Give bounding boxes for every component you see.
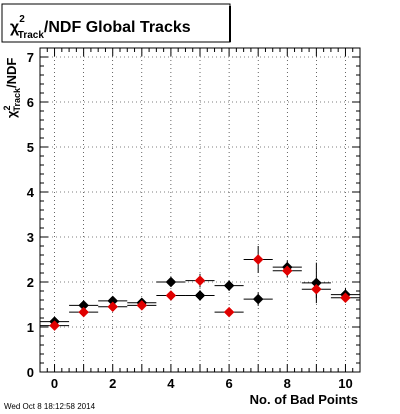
- data-point: [107, 301, 119, 313]
- timestamp: Wed Oct 8 18:12:58 2014: [4, 402, 96, 411]
- grid: [40, 48, 360, 373]
- data-point: [340, 292, 351, 304]
- x-tick-label: 4: [167, 376, 175, 391]
- chart-title: χ2 Track/NDF Global Tracks: [10, 14, 191, 41]
- y-tick-label: 3: [27, 230, 34, 245]
- data-point: [252, 293, 264, 305]
- y-tick-label: 4: [27, 185, 35, 200]
- title-box: [1, 3, 231, 43]
- y-tick-label: 2: [27, 275, 34, 290]
- y-tick-label: 7: [27, 50, 34, 65]
- data-point: [78, 306, 89, 318]
- x-tick-label: 2: [109, 376, 116, 391]
- y-axis-title: χ2Track/NDF: [2, 58, 22, 118]
- y-tick-label: 5: [27, 140, 34, 155]
- data-point: [252, 254, 264, 265]
- data-point: [136, 300, 148, 311]
- y-tick-label: 0: [27, 365, 34, 380]
- x-tick-label: 6: [225, 376, 232, 391]
- tick-labels: 0 2 4 6 8 10 0 1 2 3 4 5 6 7: [27, 50, 353, 391]
- data-point: [223, 306, 235, 318]
- data-point: [311, 283, 322, 295]
- svg-text:χ2Track/NDF: χ2Track/NDF: [2, 58, 22, 118]
- data-point: [49, 320, 60, 332]
- x-tick-label: 10: [338, 376, 352, 391]
- data-point: [281, 265, 293, 277]
- x-axis-title: No. of Bad Points: [250, 392, 358, 407]
- data-points: [40, 246, 360, 332]
- data-point: [165, 290, 177, 301]
- x-tick-label: 0: [51, 376, 58, 391]
- y-tick-label: 1: [27, 320, 34, 335]
- x-tick-label: 8: [284, 376, 291, 391]
- data-point: [194, 290, 206, 301]
- data-point: [223, 280, 235, 291]
- data-point: [165, 276, 177, 288]
- y-tick-label: 6: [27, 95, 34, 110]
- axis-ticks: [39, 47, 361, 373]
- data-point: [194, 275, 206, 287]
